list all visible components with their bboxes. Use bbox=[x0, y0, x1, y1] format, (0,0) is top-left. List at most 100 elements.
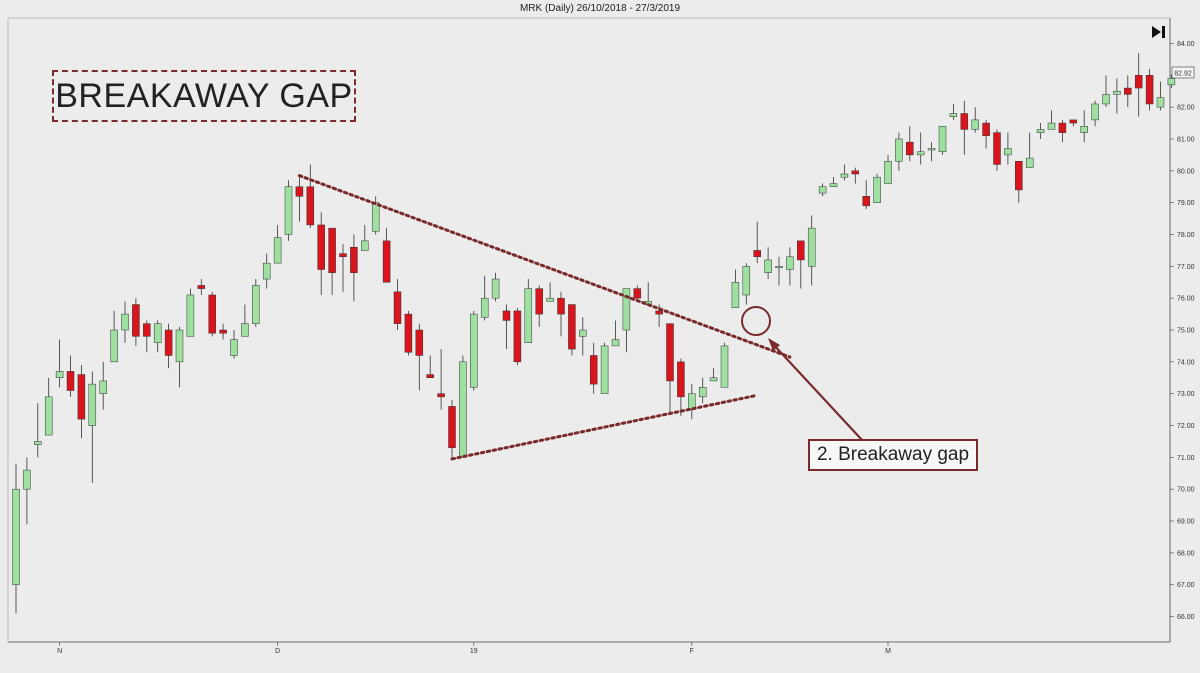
candle bbox=[611, 320, 620, 347]
trendline bbox=[450, 393, 759, 461]
candle-body bbox=[1156, 97, 1165, 108]
candle bbox=[709, 368, 718, 382]
y-tick-label: 81.00 bbox=[1177, 136, 1195, 143]
candle bbox=[764, 247, 772, 280]
candle-body bbox=[666, 323, 674, 382]
candle bbox=[1069, 119, 1078, 127]
candle-body bbox=[906, 141, 914, 156]
candle bbox=[960, 100, 969, 155]
x-tick-label: F bbox=[690, 648, 694, 655]
candle bbox=[589, 342, 598, 394]
candle bbox=[1156, 81, 1165, 111]
candle-body bbox=[535, 288, 543, 315]
y-tick-label: 80.00 bbox=[1177, 168, 1195, 175]
candle bbox=[731, 269, 740, 308]
candle bbox=[873, 174, 881, 203]
candle bbox=[186, 288, 195, 337]
x-tick-label: D bbox=[275, 648, 280, 655]
candle-body bbox=[709, 377, 718, 382]
candle-body bbox=[230, 339, 238, 356]
last-price-label: 82.92 bbox=[1174, 71, 1192, 78]
candle bbox=[982, 119, 990, 149]
skip-to-end-icon[interactable] bbox=[1148, 24, 1170, 40]
candle-body bbox=[371, 202, 380, 232]
candle bbox=[927, 142, 936, 162]
candle-body bbox=[164, 329, 173, 356]
candle bbox=[284, 180, 293, 241]
candle-body bbox=[1080, 125, 1088, 133]
candle-body bbox=[23, 469, 31, 490]
candle-body bbox=[121, 313, 129, 331]
candle bbox=[1058, 119, 1067, 143]
candle bbox=[1113, 78, 1121, 114]
candle-body bbox=[448, 406, 456, 449]
candle bbox=[393, 279, 402, 330]
candle bbox=[437, 349, 445, 410]
candle-body bbox=[884, 161, 892, 184]
candle bbox=[742, 263, 751, 305]
candle bbox=[66, 355, 75, 397]
candle-body bbox=[491, 278, 500, 299]
candle-body bbox=[361, 240, 369, 251]
candle bbox=[44, 377, 53, 436]
candle-body bbox=[426, 374, 434, 379]
y-tick-label: 68.00 bbox=[1177, 550, 1195, 557]
candle-body bbox=[437, 393, 445, 398]
candle bbox=[502, 304, 511, 350]
candle bbox=[480, 275, 489, 321]
candle bbox=[786, 247, 794, 286]
candle-body bbox=[1091, 103, 1099, 121]
candle-body bbox=[1025, 157, 1034, 168]
candle bbox=[807, 215, 816, 286]
candle bbox=[949, 103, 958, 120]
candle-body bbox=[818, 186, 827, 194]
y-tick-label: 69.00 bbox=[1177, 519, 1195, 526]
candle-body bbox=[480, 297, 489, 318]
candle-body bbox=[775, 266, 783, 269]
candle bbox=[906, 126, 914, 162]
candle-body bbox=[513, 310, 522, 363]
candle bbox=[295, 177, 304, 222]
candle-body bbox=[1047, 122, 1056, 130]
candle-body bbox=[252, 285, 260, 324]
candle-body bbox=[895, 138, 903, 162]
candle-body bbox=[12, 488, 20, 585]
candle-body bbox=[44, 396, 53, 436]
candle-body bbox=[611, 339, 620, 347]
candle-body bbox=[208, 294, 216, 334]
candle bbox=[415, 323, 424, 391]
y-tick-label: 76.00 bbox=[1177, 296, 1195, 303]
candle-body bbox=[219, 329, 227, 334]
candle-body bbox=[873, 176, 881, 203]
candle-body bbox=[807, 227, 816, 267]
candle-body bbox=[1113, 90, 1121, 95]
candle-body bbox=[328, 227, 336, 273]
candle-body bbox=[851, 170, 860, 175]
candle bbox=[698, 377, 707, 404]
candle-body bbox=[77, 374, 86, 420]
candle bbox=[753, 221, 761, 264]
candle-body bbox=[916, 151, 925, 156]
x-tick-label: M bbox=[885, 648, 891, 655]
y-tick-label: 75.00 bbox=[1177, 328, 1195, 335]
candles bbox=[12, 53, 1176, 614]
candle-body bbox=[262, 262, 271, 280]
candle-body bbox=[470, 313, 478, 388]
y-tick-label: 72.00 bbox=[1177, 423, 1195, 430]
candle bbox=[197, 279, 206, 295]
candle-body bbox=[797, 240, 805, 261]
candle-body bbox=[786, 256, 794, 270]
candle-body bbox=[1015, 161, 1023, 191]
candle-body bbox=[1134, 75, 1143, 89]
candle-body bbox=[949, 113, 958, 117]
chart-header: MRK (Daily) 26/10/2018 - 27/3/2019 bbox=[519, 3, 681, 14]
candle-body bbox=[840, 173, 849, 178]
candle-body bbox=[459, 361, 467, 458]
callout-arrow-line bbox=[771, 342, 863, 441]
candle bbox=[55, 339, 64, 388]
candle-body bbox=[88, 383, 97, 426]
candle-body bbox=[317, 224, 325, 270]
candle bbox=[350, 234, 358, 302]
